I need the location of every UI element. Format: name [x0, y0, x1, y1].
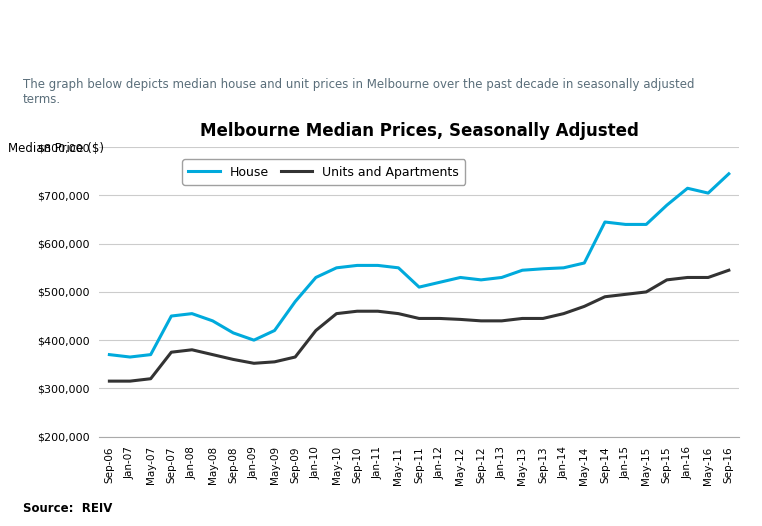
House [353, 262, 362, 269]
Units and Apartments [539, 315, 548, 321]
Line: Units and Apartments: Units and Apartments [110, 270, 728, 381]
House [435, 279, 444, 286]
Text: Median Price ($): Median Price ($) [8, 142, 104, 155]
Units and Apartments [146, 376, 155, 382]
Units and Apartments [621, 291, 630, 298]
House [517, 267, 527, 274]
House [105, 351, 114, 358]
Units and Apartments [683, 275, 692, 281]
Legend: House, Units and Apartments: House, Units and Apartments [182, 159, 466, 185]
Line: House: House [110, 174, 728, 357]
House [208, 318, 217, 324]
House [312, 275, 321, 281]
Units and Apartments [600, 294, 610, 300]
House [642, 221, 651, 228]
House [249, 337, 258, 343]
House [167, 313, 176, 319]
Text: Source:  REIV: Source: REIV [23, 502, 112, 515]
Units and Apartments [229, 356, 238, 362]
Text: Metropolitan Median Prices Over Time: Metropolitan Median Prices Over Time [15, 23, 404, 41]
Units and Apartments [105, 378, 114, 385]
Units and Apartments [724, 267, 733, 274]
Units and Apartments [642, 289, 651, 295]
House [229, 330, 238, 336]
Units and Apartments [435, 315, 444, 321]
Text: The graph below depicts median house and unit prices in Melbourne over the past : The graph below depicts median house and… [23, 78, 694, 106]
Units and Apartments [394, 310, 403, 317]
House [703, 190, 712, 196]
Units and Apartments [270, 359, 279, 365]
House [270, 327, 279, 333]
Units and Apartments [559, 310, 568, 317]
Units and Apartments [249, 360, 258, 367]
House [187, 310, 197, 317]
House [476, 277, 485, 283]
House [456, 275, 465, 281]
House [126, 354, 135, 360]
Units and Apartments [290, 354, 299, 360]
Units and Apartments [126, 378, 135, 385]
House [683, 185, 692, 191]
House [662, 202, 671, 208]
Units and Apartments [415, 315, 424, 321]
Units and Apartments [187, 347, 197, 353]
House [290, 298, 299, 305]
Units and Apartments [580, 303, 589, 309]
Title: Melbourne Median Prices, Seasonally Adjusted: Melbourne Median Prices, Seasonally Adju… [200, 122, 639, 140]
Units and Apartments [476, 318, 485, 324]
Units and Apartments [373, 308, 383, 315]
House [415, 284, 424, 290]
House [332, 265, 341, 271]
Units and Apartments [167, 349, 176, 356]
House [373, 262, 383, 269]
House [580, 260, 589, 266]
Units and Apartments [353, 308, 362, 315]
House [539, 266, 548, 272]
House [621, 221, 630, 228]
Units and Apartments [456, 316, 465, 322]
Units and Apartments [517, 315, 527, 321]
Units and Apartments [703, 275, 712, 281]
House [146, 351, 155, 358]
House [559, 265, 568, 271]
Units and Apartments [497, 318, 506, 324]
Units and Apartments [312, 327, 321, 333]
Units and Apartments [332, 310, 341, 317]
House [600, 219, 610, 225]
House [724, 170, 733, 177]
House [394, 265, 403, 271]
Units and Apartments [208, 351, 217, 358]
House [497, 275, 506, 281]
Units and Apartments [662, 277, 671, 283]
